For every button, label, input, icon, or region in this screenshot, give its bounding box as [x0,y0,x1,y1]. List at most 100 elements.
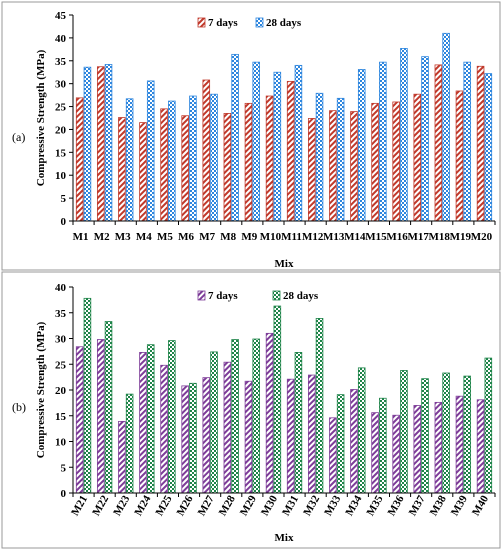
x-tick-label: M37 [407,493,428,518]
bar-m11-28-days [294,64,303,222]
y-tick-label: 45 [55,10,67,22]
bar-m38-7-days [434,401,443,494]
bar-m28-28-days [231,339,239,494]
x-tick-label: M26 [175,493,196,518]
x-axis-title: Mix [275,532,294,544]
bar-m5-28-days [168,100,176,222]
bar-m35-28-days [379,397,387,494]
bar-m25-28-days [168,340,176,494]
bar-m2-28-days [104,64,113,222]
panel-label: (a) [12,130,25,144]
bar-m31-28-days [294,352,303,494]
bar-m2-7-days [96,66,105,222]
x-tick-label: M12 [302,231,324,243]
bar-m12-7-days [307,118,316,222]
x-tick-label: M5 [157,231,173,243]
bar-m1-7-days [75,97,84,222]
x-tick-label: M29 [238,493,259,518]
panel-label: (b) [12,400,26,414]
bar-m22-28-days [104,321,113,494]
legend-swatch [197,17,206,28]
y-tick-label: 35 [55,56,67,68]
y-tick-label: 30 [55,79,67,91]
x-tick-label: M27 [196,493,217,518]
bar-m13-7-days [329,110,337,222]
bar-m32-7-days [307,374,316,494]
legend-label: 7 days [208,290,238,302]
bar-m31-7-days [286,378,295,494]
bar-m6-28-days [189,95,197,222]
bar-m40-28-days [484,357,493,494]
bar-m11-7-days [286,80,295,222]
x-tick-label: M1 [73,231,89,243]
bar-m34-28-days [357,367,366,494]
bar-m18-7-days [434,64,443,222]
bar-m23-7-days [118,421,126,494]
x-tick-label: M33 [322,493,343,518]
bar-m10-28-days [273,71,282,222]
bar-m38-28-days [442,372,450,494]
panel-a-frame [1,1,501,271]
y-tick-label: 5 [61,462,67,474]
bar-m22-7-days [96,339,105,494]
bar-m24-7-days [139,352,147,494]
bar-m39-7-days [455,395,464,494]
x-tick-label: M10 [260,231,282,243]
bar-m27-28-days [210,351,218,494]
bar-m19-28-days [463,61,472,222]
x-axis-title: Mix [275,258,294,270]
x-tick-label: M15 [365,231,387,243]
bar-m1-28-days [83,66,92,222]
bar-m16-7-days [392,101,400,222]
y-tick-label: 25 [55,359,67,371]
bar-m35-7-days [371,412,379,494]
bar-m6-7-days [181,115,189,222]
bar-m34-7-days [350,389,358,494]
bar-m16-28-days [400,48,408,222]
x-tick-label: M18 [429,231,451,243]
bar-m32-28-days [315,318,324,494]
bar-m37-28-days [421,378,429,494]
x-tick-label: M24 [132,493,153,518]
bar-m18-28-days [442,32,450,222]
bar-m4-28-days [146,80,155,222]
bar-m12-28-days [315,92,324,222]
x-tick-label: M19 [450,231,472,243]
legend-label: 28 days [283,290,319,302]
bar-m33-7-days [329,417,337,494]
bar-m36-7-days [392,414,400,494]
y-tick-label: 15 [55,147,67,159]
legend-swatch [255,17,264,28]
x-tick-label: M39 [449,493,470,518]
x-tick-label: M32 [301,493,322,518]
bar-m23-28-days [125,393,134,494]
bar-m20-28-days [484,73,493,222]
bar-m25-7-days [160,364,168,494]
bar-m39-28-days [463,375,472,494]
x-tick-label: M31 [280,494,301,519]
bar-m37-7-days [413,405,422,494]
legend-swatch [272,290,281,301]
y-tick-label: 25 [55,102,67,114]
y-tick-label: 15 [55,411,67,423]
bar-m15-28-days [379,61,387,222]
y-tick-label: 10 [55,437,67,449]
x-tick-label: M22 [90,493,111,518]
legend-label: 28 days [266,17,302,29]
bar-m17-28-days [421,56,429,222]
x-tick-label: M36 [386,493,407,518]
x-tick-label: M21 [69,494,90,519]
bar-m27-7-days [202,377,211,494]
y-axis-title: Compressive Strength (MPa) [35,49,47,186]
bar-m29-28-days [252,338,261,494]
x-tick-label: M40 [470,493,491,518]
bar-m5-7-days [160,108,168,222]
bar-m17-7-days [413,93,422,222]
bar-m29-7-days [244,380,253,494]
bar-m13-28-days [336,97,345,222]
bar-m3-28-days [125,98,134,222]
x-tick-label: M14 [344,231,366,243]
chart-panel-b: (b) 0 5 10 15 20 25 30 35 40 M21 M22 M23 M24 M25 M26 M27… [12,282,496,544]
bar-m19-7-days [455,90,464,222]
